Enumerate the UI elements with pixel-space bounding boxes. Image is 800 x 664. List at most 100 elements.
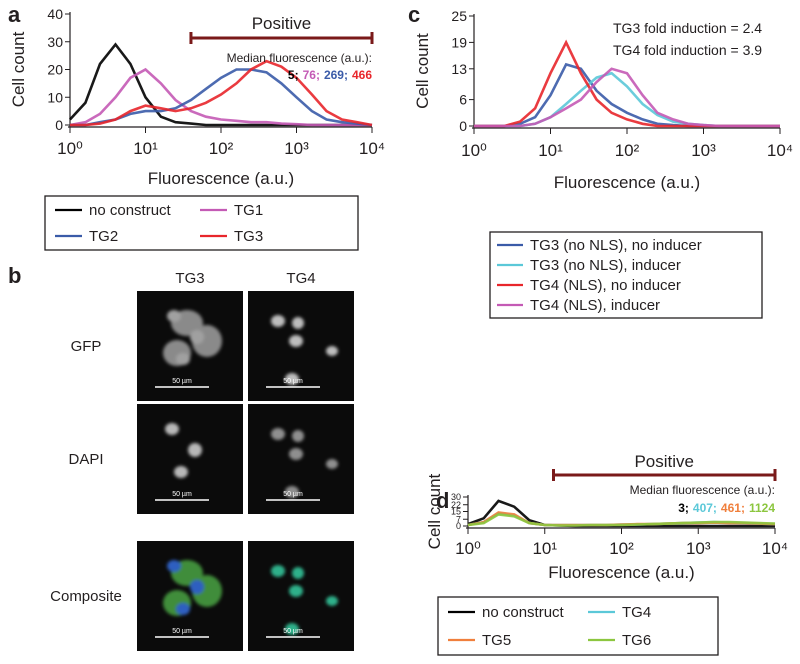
scale-bar-label: 50 µm [283, 491, 303, 498]
y-tick-label: 25 [451, 8, 467, 24]
nucleus [271, 428, 285, 440]
legend-box [437, 596, 719, 656]
cells [271, 565, 338, 635]
scale-bar-label: 50 µm [283, 378, 303, 385]
y-axis-title: Cell count [9, 31, 28, 107]
nucleus [326, 346, 338, 356]
x-tick-label: 10⁴ [762, 539, 788, 558]
y-tick-label: 10 [47, 89, 63, 105]
y-tick-label: 19 [451, 34, 467, 50]
median-value: 3; [678, 501, 689, 515]
nucleus [190, 330, 204, 344]
scale-bar-label: 50 µm [283, 628, 303, 635]
nucleus [285, 373, 299, 385]
nucleus [289, 335, 303, 347]
median-value: 466 [352, 68, 372, 82]
median-title: Median fluorescence (a.u.): [630, 483, 775, 497]
x-tick-label: 10⁴ [767, 141, 793, 160]
histogram-line [467, 513, 776, 527]
legend-label: TG3 (no NLS), inducer [530, 257, 681, 274]
y-tick-label: 22 [451, 500, 461, 510]
nucleus [289, 448, 303, 460]
median-value: 5; [288, 68, 299, 82]
x-tick-label: 10³ [686, 539, 711, 558]
cells [271, 428, 338, 498]
x-tick-label: 10² [609, 539, 634, 558]
nucleus [176, 603, 190, 615]
cells [163, 560, 222, 616]
scale-bar-label: 50 µm [172, 378, 192, 385]
x-tick-label: 10¹ [133, 139, 158, 158]
nucleus [174, 466, 188, 478]
micrograph [137, 404, 243, 514]
nucleus [326, 459, 338, 469]
median-value: 1124 [749, 501, 775, 515]
nucleus [292, 567, 304, 579]
scale-bar-label: 50 µm [172, 628, 192, 635]
y-tick-label: 0 [55, 117, 63, 133]
legend-label: TG5 [482, 632, 511, 649]
x-axis-title: Fluorescence (a.u.) [548, 563, 694, 582]
legend-label: no construct [89, 202, 172, 219]
nucleus [285, 623, 299, 635]
legend-label: TG1 [234, 202, 263, 219]
y-axis-title: Cell count [413, 33, 432, 109]
nucleus [165, 423, 179, 435]
nucleus [167, 560, 181, 572]
nucleus [190, 580, 204, 594]
median-values: 5; 76; 269; 466 [288, 68, 372, 82]
nucleus [285, 486, 299, 498]
micrograph [248, 291, 354, 401]
y-tick-label: 0 [456, 521, 461, 531]
y-tick-label: 15 [451, 507, 461, 517]
x-tick-label: 10⁴ [359, 139, 385, 158]
nucleus [271, 565, 285, 577]
legend-label: TG6 [622, 632, 651, 649]
x-tick-label: 10⁰ [57, 139, 83, 158]
x-axis-title: Fluorescence (a.u.) [554, 173, 700, 192]
y-tick-label: 7 [456, 514, 461, 524]
nucleus [292, 430, 304, 442]
annotation: TG4 fold induction = 3.9 [613, 42, 762, 58]
row-label: Composite [50, 588, 122, 605]
cells [163, 310, 222, 366]
column-label: TG3 [175, 270, 204, 287]
legend-box [44, 195, 359, 251]
legend-label: TG4 (NLS), no inducer [530, 277, 681, 294]
y-tick-label: 0 [459, 118, 467, 134]
nucleus [271, 315, 285, 327]
nucleus [188, 443, 202, 457]
micrograph [137, 541, 243, 651]
positive-label: Positive [252, 14, 312, 33]
positive-label: Positive [634, 452, 694, 471]
legend-label: no construct [482, 604, 565, 621]
micrograph [137, 291, 243, 401]
median-values: 3; 407; 461; 1124 [678, 501, 775, 515]
y-tick-label: 6 [459, 92, 467, 108]
x-tick-label: 10¹ [532, 539, 557, 558]
column-label: TG4 [286, 270, 315, 287]
x-tick-label: 10³ [284, 139, 309, 158]
nucleus [167, 310, 181, 322]
median-value: 461; [721, 501, 745, 515]
x-tick-label: 10² [615, 141, 640, 160]
legend-label: TG2 [89, 228, 118, 245]
median-title: Median fluorescence (a.u.): [227, 51, 372, 65]
y-tick-label: 30 [451, 492, 461, 502]
x-tick-label: 10² [209, 139, 234, 158]
x-tick-label: 10⁰ [461, 141, 487, 160]
panel-label: b [8, 263, 21, 288]
x-axis-title: Fluorescence (a.u.) [148, 169, 294, 188]
y-tick-label: 40 [47, 6, 63, 22]
scale-bar-label: 50 µm [172, 491, 192, 498]
legend-label: TG4 (NLS), inducer [530, 297, 660, 314]
nucleus [176, 353, 190, 365]
nucleus [289, 585, 303, 597]
y-tick-label: 20 [47, 62, 63, 78]
micrograph [248, 404, 354, 514]
panel-label: d [436, 488, 449, 513]
histogram-line [69, 67, 372, 127]
panel-label: c [408, 2, 420, 27]
